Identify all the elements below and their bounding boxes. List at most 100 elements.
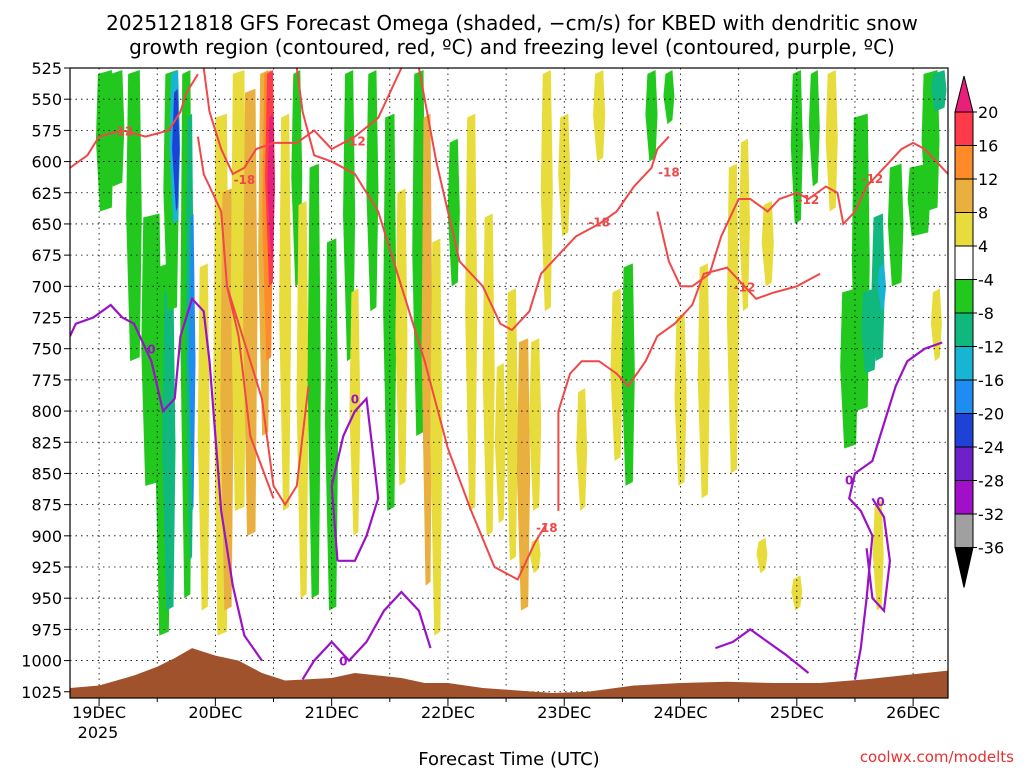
omega-cell-2 [126,70,142,362]
dendritic-contour-0 [70,73,199,169]
y-tick-label-16: 925 [31,558,62,577]
colorbar-segment-0 [954,111,974,146]
x-tick-label-0: 19DEC [72,703,126,722]
omega-cell-49 [674,313,687,486]
colorbar-label-10: -24 [978,438,1004,457]
omega-cell-66 [872,500,884,611]
x-tick-label-3: 22DEC [421,703,475,722]
omega-cell-56 [825,70,838,212]
colorbar-segment-12 [954,513,974,548]
omega-cell-61 [877,263,887,312]
colorbar-top-arrow [954,75,974,113]
y-tick-label-3: 600 [31,153,62,172]
colorbar-label-9: -20 [978,405,1004,424]
y-tick-label-9: 750 [31,340,62,359]
freezing-label-1: 0 [351,393,359,407]
omega-cell-15 [230,70,247,511]
colorbar-label-7: -12 [978,338,1004,357]
y-tick-label-12: 825 [31,433,62,452]
y-tick-label-0: 525 [31,59,62,78]
omega-cell-52 [739,138,750,312]
dendritic-label-4: -18 [588,215,610,229]
omega-cell-38 [505,288,518,561]
y-tick-label-13: 850 [31,464,62,483]
credit-text: coolwx.com/modelts [860,748,1014,766]
omega-cell-65 [930,70,947,112]
omega-cell-8 [172,88,180,212]
y-tick-label-2: 575 [31,121,62,140]
dendritic-label-2: -12 [344,134,366,148]
omega-cell-5 [162,288,176,611]
omega-cell-44 [593,70,606,162]
omega-cell-28 [366,70,379,312]
omega-cell-30 [395,188,408,486]
dendritic-contour-4 [295,68,548,581]
x-axis: 19DEC 20DEC 21DEC 22DEC 23DEC 24DEC 25DEC 26DEC [72,698,940,722]
omega-cell-26 [343,70,356,362]
colorbar-segment-8 [954,379,974,414]
freezing-label-4: 0 [876,495,884,509]
colorbar-label-4: 4 [978,237,988,256]
freezing-contour-3 [715,628,810,674]
omega-cell-29 [383,113,397,511]
terrain [70,648,948,698]
dendritic-contour-2 [196,136,310,507]
dendritic-contour-6 [557,266,821,511]
dendritic-contour-3 [226,286,275,499]
colorbar-segment-11 [954,480,974,515]
y-tick-label-10: 775 [31,371,62,390]
plot-frame [69,67,949,699]
colorbar-label-5: -4 [978,271,994,290]
omega-cell-16 [243,88,258,536]
colorbar-label-12: -32 [978,505,1004,524]
x-tick-label-2: 21DEC [305,703,359,722]
colorbar-label-11: -28 [978,472,1004,491]
omega-cell-43 [576,388,588,511]
omega-cell-0 [95,70,114,212]
colorbar-segment-1 [954,145,974,180]
y-tick-label-18: 975 [31,620,62,639]
colorbar-segment-5 [954,279,974,314]
dendritic-label-1: -18 [234,173,256,187]
freezing-contour-5 [865,497,892,614]
chart-title-line-2: growth region (contoured, red, ºC) and f… [129,35,895,59]
freezing-label-2: 0 [339,655,347,669]
omega-cell-54 [790,70,803,224]
colorbar-label-2: 12 [978,170,998,189]
y-tick-label-15: 900 [31,527,62,546]
omega-cell-48 [663,70,675,125]
colorbar: 20 16 12 8 4 -4 -8 -12 -16 -20 -24 -28 -32 -36 [954,75,1004,588]
y-tick-label-19: 1000 [21,652,62,671]
omega-cell-23 [296,200,309,599]
y-tick-label-6: 675 [31,246,62,265]
omega-cell-46 [621,263,635,486]
y-axis: 525 550 575 600 625 650 675 700 725 750 775 800 825 8… [21,59,70,702]
y-tick-label-7: 700 [31,277,62,296]
plot-area [70,68,948,698]
omega-cell-32 [421,113,433,586]
omega-cell-11 [188,213,196,511]
colorbar-label-0: 20 [978,103,998,122]
colorbar-label-3: 8 [978,204,988,223]
omega-cell-37 [494,363,506,524]
omega-cell-67 [756,537,768,574]
colorbar-label-8: -16 [978,371,1004,390]
omega-cell-50 [697,263,710,499]
freezing-contour-0 [70,296,263,662]
colorbar-label-1: 16 [978,137,998,156]
colorbar-segment-3 [954,212,974,247]
y-tick-label-8: 725 [31,309,62,328]
omega-cell-33 [430,238,443,636]
omega-cell-55 [808,70,820,187]
y-tick-label-11: 800 [31,402,62,421]
dendritic-label-3: -18 [658,166,680,180]
omega-cell-68 [791,575,803,611]
dendritic-contour-1 [202,68,403,176]
omega-cell-39 [516,338,531,611]
dendritic-contour-7 [656,141,948,288]
y-tick-label-5: 650 [31,215,62,234]
colorbar-bottom-arrow [954,547,974,588]
freezing-label-3: 0 [845,474,853,488]
omega-cell-20 [267,113,275,262]
